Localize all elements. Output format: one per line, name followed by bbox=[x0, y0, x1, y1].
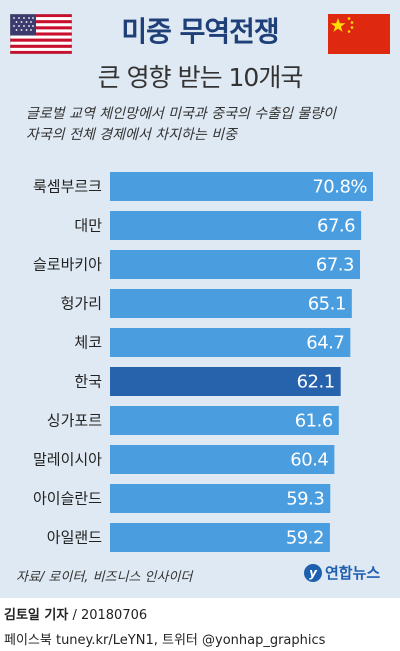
bar-value-8: 59.3 bbox=[286, 489, 324, 510]
bar-value-6: 61.6 bbox=[295, 411, 333, 432]
bar-label-4: 체코 bbox=[74, 334, 102, 352]
bar-8 bbox=[110, 484, 331, 513]
bar-3 bbox=[110, 289, 352, 318]
bar-value-5: 62.1 bbox=[297, 372, 335, 393]
bar-value-2: 67.3 bbox=[316, 255, 354, 276]
us-flag-icon bbox=[10, 14, 72, 54]
bar-label-8: 아이슬란드 bbox=[33, 490, 102, 508]
description-line-1: 글로벌 교역 체인망에서 미국과 중국의 수출입 물량이 bbox=[26, 106, 337, 122]
source-note: 자료/ 로이터, 비즈니스 인사이더 bbox=[16, 570, 193, 585]
bar-value-4: 64.7 bbox=[306, 333, 344, 354]
bar-value-0: 70.8% bbox=[312, 177, 367, 198]
logo-text: 연합뉴스 bbox=[325, 564, 381, 582]
bar-label-3: 헝가리 bbox=[61, 295, 102, 313]
bar-label-9: 아일랜드 bbox=[47, 529, 102, 547]
bar-label-1: 대만 bbox=[74, 217, 102, 235]
bar-label-2: 슬로바키아 bbox=[33, 256, 102, 274]
social-links: 페이스북 tuney.kr/LeYN1, 트위터 @yonhap_graphic… bbox=[4, 633, 326, 648]
chart-description: 글로벌 교역 체인망에서 미국과 중국의 수출입 물량이 자국의 전체 경제에서… bbox=[26, 104, 386, 146]
bar-value-7: 60.4 bbox=[290, 450, 328, 471]
bar-6 bbox=[110, 406, 339, 435]
bar-label-0: 룩셈부르크 bbox=[33, 178, 102, 196]
bar-label-5: 한국 bbox=[74, 373, 102, 391]
bar-label-7: 말레이시아 bbox=[33, 451, 102, 469]
bar-label-6: 싱가포르 bbox=[47, 412, 102, 430]
bar-0 bbox=[110, 172, 373, 201]
credit-line: 김토일 기자 / 20180706 bbox=[4, 604, 147, 623]
description-line-2: 자국의 전체 경제에서 차지하는 비중 bbox=[26, 127, 237, 143]
yonhap-logo-icon: y bbox=[304, 563, 322, 582]
china-flag-icon bbox=[328, 14, 390, 54]
bar-value-9: 59.2 bbox=[286, 528, 324, 549]
credit-date: / 20180706 bbox=[68, 608, 148, 623]
bar-7 bbox=[110, 445, 335, 474]
bar-4 bbox=[110, 328, 351, 357]
bar-1 bbox=[110, 211, 362, 240]
bar-chart: 룩셈부르크 70.8% 대만 67.6 슬로바키아 67.3 헝가리 65.1 체코 64.7 한국… bbox=[33, 172, 373, 552]
yonhap-logo: y 연합뉴스 bbox=[304, 562, 380, 583]
page-subtitle: 큰 영향 받는 10개국 bbox=[97, 63, 304, 92]
bar-5 bbox=[110, 367, 341, 396]
bar-2 bbox=[110, 250, 360, 279]
author-name: 김토일 기자 bbox=[4, 608, 69, 623]
bar-value-3: 65.1 bbox=[308, 294, 346, 315]
page-title: 미중 무역전쟁 bbox=[121, 15, 279, 48]
bar-value-1: 67.6 bbox=[317, 216, 355, 237]
bar-9 bbox=[110, 523, 330, 552]
